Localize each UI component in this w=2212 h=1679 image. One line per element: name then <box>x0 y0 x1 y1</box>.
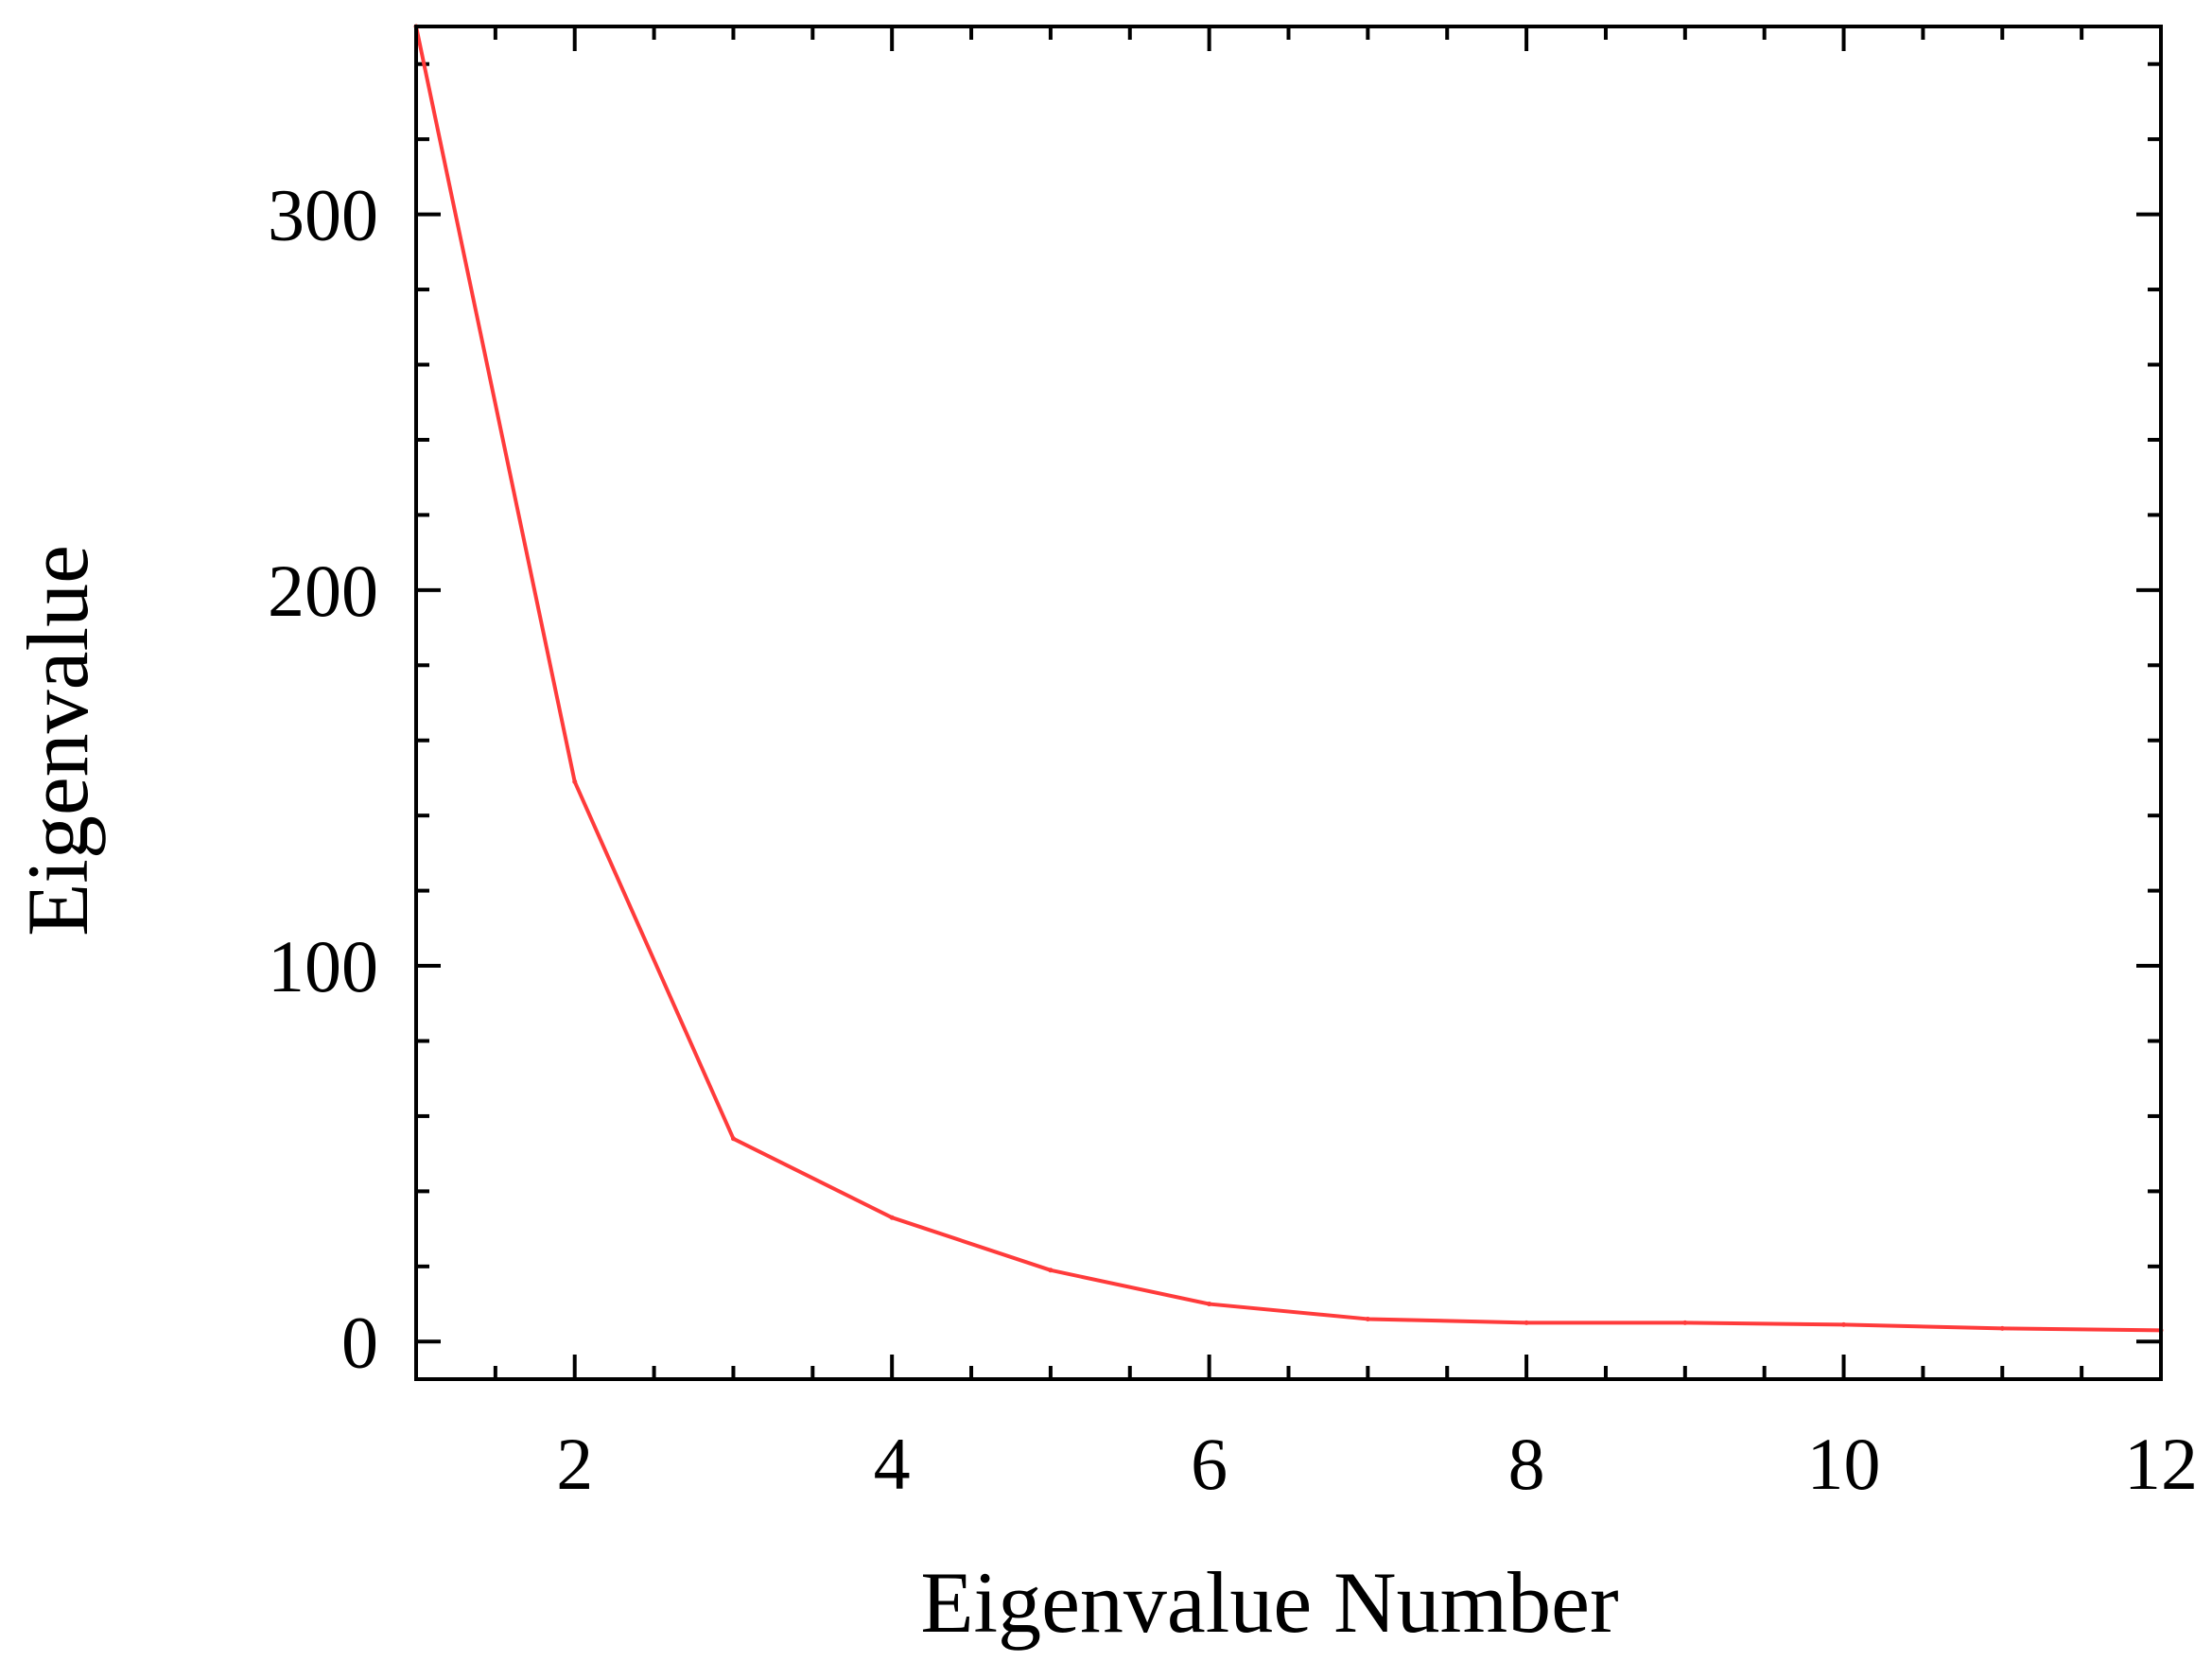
x-tick-label: 8 <box>1508 1423 1545 1505</box>
x-tick-label: 10 <box>1807 1423 1881 1505</box>
x-axis-title: Eigenvalue Number <box>920 1554 1618 1651</box>
x-tick-label: 4 <box>874 1423 911 1505</box>
data-point <box>1048 1268 1054 1273</box>
data-point <box>1207 1302 1212 1307</box>
y-axis-title: Eigenvalue <box>9 545 106 936</box>
tick-labels: 2 4 6 8 10 12 0 100 200 300 <box>268 174 2198 1505</box>
data-point <box>572 778 578 784</box>
y-tick-label: 100 <box>268 925 378 1007</box>
data-point <box>1682 1320 1688 1325</box>
data-point <box>1365 1316 1370 1321</box>
series-layer <box>413 24 2164 1333</box>
plot-frame <box>414 25 2163 1381</box>
data-point <box>1841 1321 1847 1327</box>
data-point <box>1999 1325 2005 1331</box>
tick-marks <box>414 26 2163 1379</box>
x-tick-label: 2 <box>556 1423 593 1505</box>
y-tick-label: 300 <box>268 174 378 256</box>
series-line <box>414 26 2162 1333</box>
x-tick-label: 6 <box>1191 1423 1228 1505</box>
data-point <box>730 1136 736 1142</box>
y-tick-label: 200 <box>268 550 378 632</box>
x-tick-label: 12 <box>2124 1423 2198 1505</box>
data-point <box>1524 1320 1529 1325</box>
y-tick-label: 0 <box>341 1301 378 1383</box>
data-point <box>889 1215 895 1220</box>
